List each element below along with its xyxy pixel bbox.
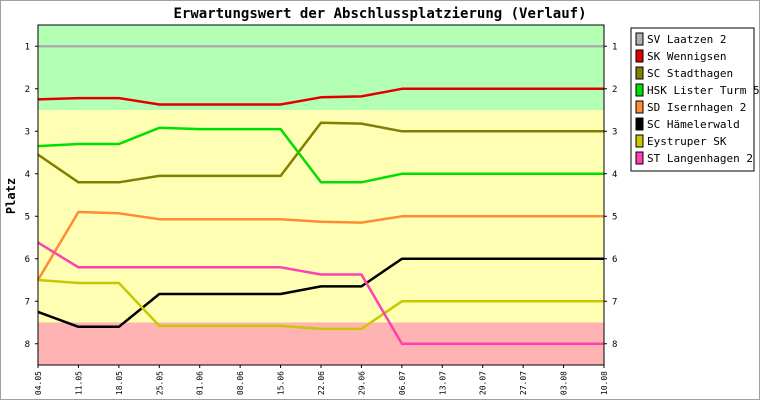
series-line-5 <box>37 257 604 329</box>
series-line-4 <box>36 210 604 281</box>
x-tick-label: 11.05 <box>74 371 83 395</box>
legend-swatch <box>635 117 644 131</box>
zone-band-0 <box>38 25 604 110</box>
x-tick-label: 01.06 <box>196 371 205 395</box>
y-tick-label: 5 <box>25 212 30 222</box>
x-tick-label: 13.07 <box>438 371 447 395</box>
legend-items: SV Laatzen 2 SK Wennigsen SC Stadthagen HSK… <box>635 32 760 165</box>
chart-title: Erwartungswert der Abschlussplatzierung … <box>173 6 586 22</box>
y-tick-label-right: 6 <box>612 255 617 265</box>
y-tick-label: 6 <box>25 255 30 265</box>
legend-label: SV Laatzen 2 <box>647 33 726 46</box>
y-tick-label: 8 <box>25 340 30 350</box>
x-axis: 04.05 11.05 18.05 25.05 01.06 08.06 15.06 22.06… <box>34 365 609 395</box>
y-tick-label-right: 3 <box>612 127 617 137</box>
x-tick-label: 10.08 <box>600 371 609 395</box>
x-tick-label: 18.05 <box>115 371 124 395</box>
y-tick-label: 7 <box>25 297 30 307</box>
legend: SV Laatzen 2 SK Wennigsen SC Stadthagen HSK… <box>630 27 760 172</box>
legend-swatch <box>635 66 644 80</box>
legend-swatch <box>635 49 644 63</box>
legend-swatch <box>635 134 644 148</box>
y-tick-label: 2 <box>25 85 30 95</box>
series-line-3 <box>37 126 604 184</box>
y-tick-label-right: 5 <box>612 212 617 222</box>
x-tick-label: 06.07 <box>398 371 407 395</box>
legend-box <box>630 27 755 172</box>
x-tick-label: 25.05 <box>155 371 164 395</box>
series-line-2 <box>37 121 604 184</box>
x-tick-label: 29.06 <box>357 371 366 395</box>
y-tick-label-right: 7 <box>612 297 617 307</box>
y-tick-label-right: 8 <box>612 340 617 350</box>
x-tick-label: 27.07 <box>519 371 528 395</box>
series-lines <box>36 45 604 346</box>
legend-swatch <box>635 32 644 46</box>
legend-label: ST Langenhagen 2 <box>647 152 753 165</box>
x-tick-label: 22.06 <box>317 371 326 395</box>
legend-swatch <box>635 151 644 165</box>
background-zones <box>38 25 604 365</box>
y-axis-label: Platz <box>4 178 18 214</box>
y-tick-label-right: 4 <box>612 170 617 180</box>
legend-label: HSK Lister Turm 5 <box>647 84 760 97</box>
x-tick-label: 15.06 <box>277 371 286 395</box>
y-axis-right: 1 2 3 4 5 6 7 8 <box>604 42 617 350</box>
y-tick-label: 3 <box>25 127 30 137</box>
legend-label: Eystruper SK <box>647 135 727 148</box>
x-tick-label: 03.08 <box>560 371 569 395</box>
y-tick-label: 4 <box>25 170 30 180</box>
series-line-6 <box>37 278 604 331</box>
legend-label: SD Isernhagen 2 <box>647 101 746 114</box>
x-tick-label: 08.06 <box>236 371 245 395</box>
series-line-7 <box>37 241 604 346</box>
legend-label: SC Stadthagen <box>647 67 733 80</box>
x-tick-label: 04.05 <box>34 371 43 395</box>
y-tick-label: 1 <box>25 42 30 52</box>
legend-label: SK Wennigsen <box>647 50 726 63</box>
legend-swatch <box>635 100 644 114</box>
y-axis-left: 1 2 3 4 5 6 7 8 <box>25 42 38 350</box>
y-tick-label-right: 1 <box>612 42 617 52</box>
legend-label: SC Hämelerwald <box>647 118 740 131</box>
y-tick-label-right: 2 <box>612 85 617 95</box>
legend-swatch <box>635 83 644 97</box>
x-tick-label: 20.07 <box>479 371 488 395</box>
series-line-1 <box>37 87 604 106</box>
